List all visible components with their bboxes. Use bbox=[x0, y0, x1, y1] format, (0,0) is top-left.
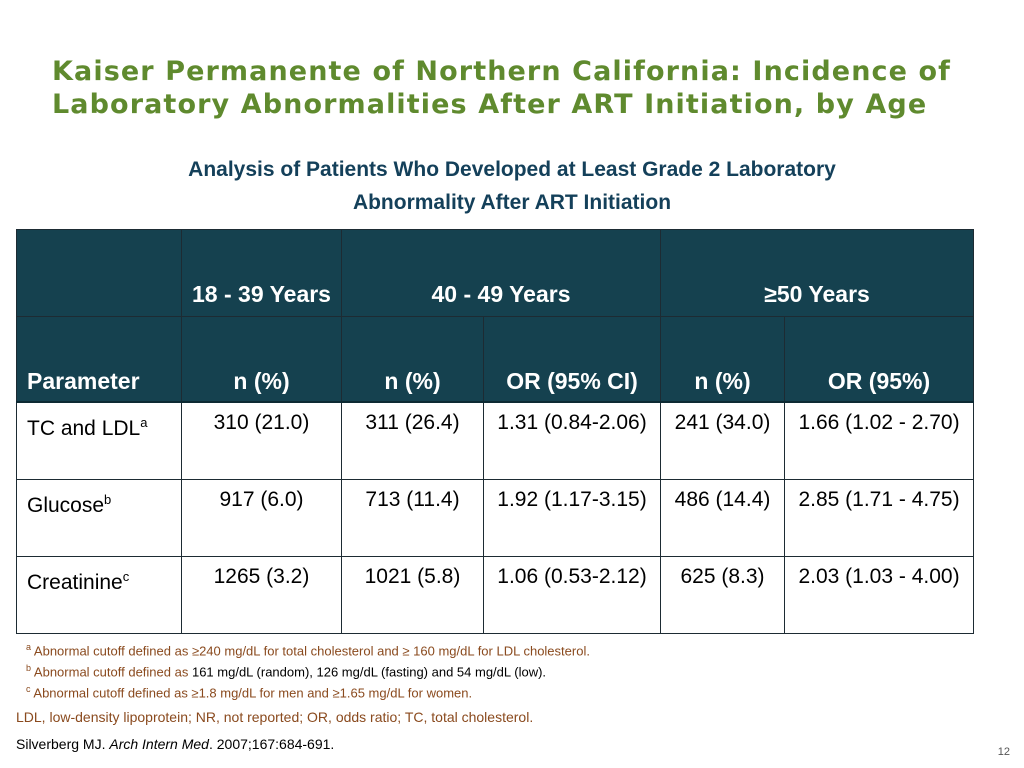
header-empty-cell bbox=[16, 229, 182, 317]
table-cell: 1.31 (0.84-2.06) bbox=[482, 401, 662, 480]
abbreviations-note: LDL, low-density lipoprotein; NR, not re… bbox=[16, 709, 534, 725]
table-cell: 917 (6.0) bbox=[181, 479, 342, 557]
group-header-50-plus: ≥50 Years bbox=[660, 229, 975, 317]
subtitle-line-2: Abnormality After ART Initiation bbox=[352, 191, 672, 214]
table-cell: 1.06 (0.53-2.12) bbox=[482, 556, 662, 634]
citation: Silverberg MJ. Arch Intern Med. 2007;167… bbox=[16, 736, 335, 752]
footnote-c: c Abnormal cutoff defined as ≥1.8 mg/dL … bbox=[26, 684, 473, 701]
group-header-40-49: 40 - 49 Years bbox=[340, 229, 662, 317]
footnote-mark: c bbox=[122, 569, 130, 584]
table-row: Creatininec 1265 (3.2) 1021 (5.8) 1.06 (… bbox=[16, 556, 975, 634]
table-cell: 1.92 (1.17-3.15) bbox=[482, 479, 662, 557]
table-cell: 1021 (5.8) bbox=[341, 556, 484, 634]
table-cell: 713 (11.4) bbox=[341, 479, 484, 557]
column-header-n-40-49: n (%) bbox=[341, 316, 484, 403]
table-cell: 1265 (3.2) bbox=[181, 556, 342, 634]
subtitle-line-1: Analysis of Patients Who Developed at Le… bbox=[188, 158, 836, 181]
row-label-tc-ldl: TC and LDLa bbox=[16, 401, 182, 480]
group-header-18-39: 18 - 39 Years bbox=[181, 229, 342, 317]
table-cell: 2.03 (1.03 - 4.00) bbox=[784, 556, 975, 634]
footnote-mark: a bbox=[140, 415, 148, 430]
column-header-or-40-49: OR (95% CI) bbox=[482, 316, 662, 403]
table-cell: 2.85 (1.71 - 4.75) bbox=[784, 479, 975, 557]
column-header-n-50-plus: n (%) bbox=[660, 316, 786, 403]
footnote-a: a Abnormal cutoff defined as ≥240 mg/dL … bbox=[26, 642, 590, 659]
table-cell: 241 (34.0) bbox=[660, 401, 786, 480]
table-row: Glucoseb 917 (6.0) 713 (11.4) 1.92 (1.17… bbox=[16, 479, 975, 557]
table-cell: 486 (14.4) bbox=[660, 479, 786, 557]
lab-abnormalities-table: 18 - 39 Years 40 - 49 Years ≥50 Years Pa… bbox=[16, 229, 975, 634]
page-number: 12 bbox=[997, 746, 1010, 758]
slide-title: Kaiser Permanente of Northern California… bbox=[52, 56, 952, 120]
row-label-glucose: Glucoseb bbox=[16, 479, 182, 557]
table-column-header-row: Parameter n (%) n (%) OR (95% CI) n (%) … bbox=[16, 316, 975, 403]
column-header-parameter: Parameter bbox=[16, 316, 182, 403]
footnote-mark: b bbox=[104, 492, 112, 507]
table-group-header-row: 18 - 39 Years 40 - 49 Years ≥50 Years bbox=[16, 229, 975, 317]
slide-subtitle: Analysis of Patients Who Developed at Le… bbox=[112, 153, 912, 219]
row-label-creatinine: Creatininec bbox=[16, 556, 182, 634]
column-header-n-18-39: n (%) bbox=[181, 316, 342, 403]
table-cell: 625 (8.3) bbox=[660, 556, 786, 634]
footnote-b: b Abnormal cutoff defined as 161 mg/dL (… bbox=[26, 663, 547, 680]
table-cell: 311 (26.4) bbox=[341, 401, 484, 480]
table-row: TC and LDLa 310 (21.0) 311 (26.4) 1.31 (… bbox=[16, 401, 975, 480]
column-header-or-50-plus: OR (95%) bbox=[784, 316, 975, 403]
table-cell: 310 (21.0) bbox=[181, 401, 342, 480]
table-cell: 1.66 (1.02 - 2.70) bbox=[784, 401, 975, 480]
